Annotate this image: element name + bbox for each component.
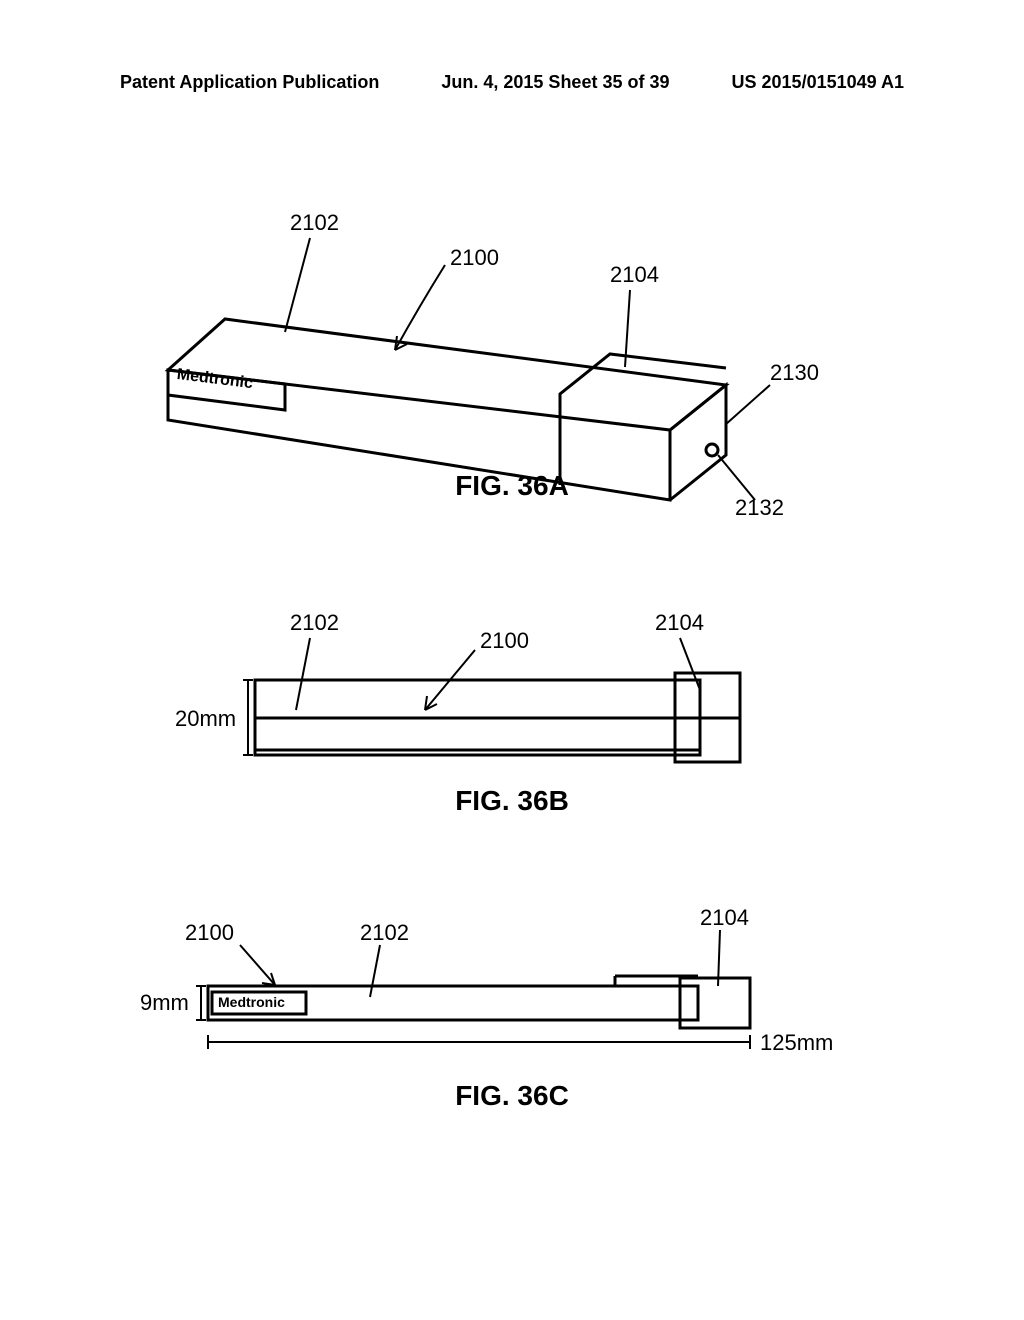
figure-36c: 2100 2102 2104 9mm 125mm Medtronic FIG. …: [0, 900, 1024, 1140]
ref-2100: 2100: [450, 245, 499, 271]
figure-36a: 2102 2100 2104 2130 2132 Medtronic FIG. …: [0, 210, 1024, 530]
header-right: US 2015/0151049 A1: [732, 72, 904, 93]
ref-2100-c: 2100: [185, 920, 234, 946]
ref-2100-b: 2100: [480, 628, 529, 654]
ref-2130: 2130: [770, 360, 819, 386]
ref-2102-c: 2102: [360, 920, 409, 946]
fig36b-title: FIG. 36B: [0, 785, 1024, 817]
figure-36b: 2102 2100 2104 20mm FIG. 36B: [0, 610, 1024, 830]
ref-2102-b: 2102: [290, 610, 339, 636]
dim-20mm: 20mm: [175, 706, 236, 732]
header-left: Patent Application Publication: [120, 72, 379, 93]
ref-2104: 2104: [610, 262, 659, 288]
ref-2104-c: 2104: [700, 905, 749, 931]
fig36c-title: FIG. 36C: [0, 1080, 1024, 1112]
header-center: Jun. 4, 2015 Sheet 35 of 39: [441, 72, 669, 93]
ref-2104-b: 2104: [655, 610, 704, 636]
fig36a-title: FIG. 36A: [0, 470, 1024, 502]
dim-125mm: 125mm: [760, 1030, 833, 1056]
dim-9mm: 9mm: [140, 990, 189, 1016]
brand-text-c: Medtronic: [218, 994, 285, 1010]
page-header: Patent Application Publication Jun. 4, 2…: [0, 72, 1024, 93]
